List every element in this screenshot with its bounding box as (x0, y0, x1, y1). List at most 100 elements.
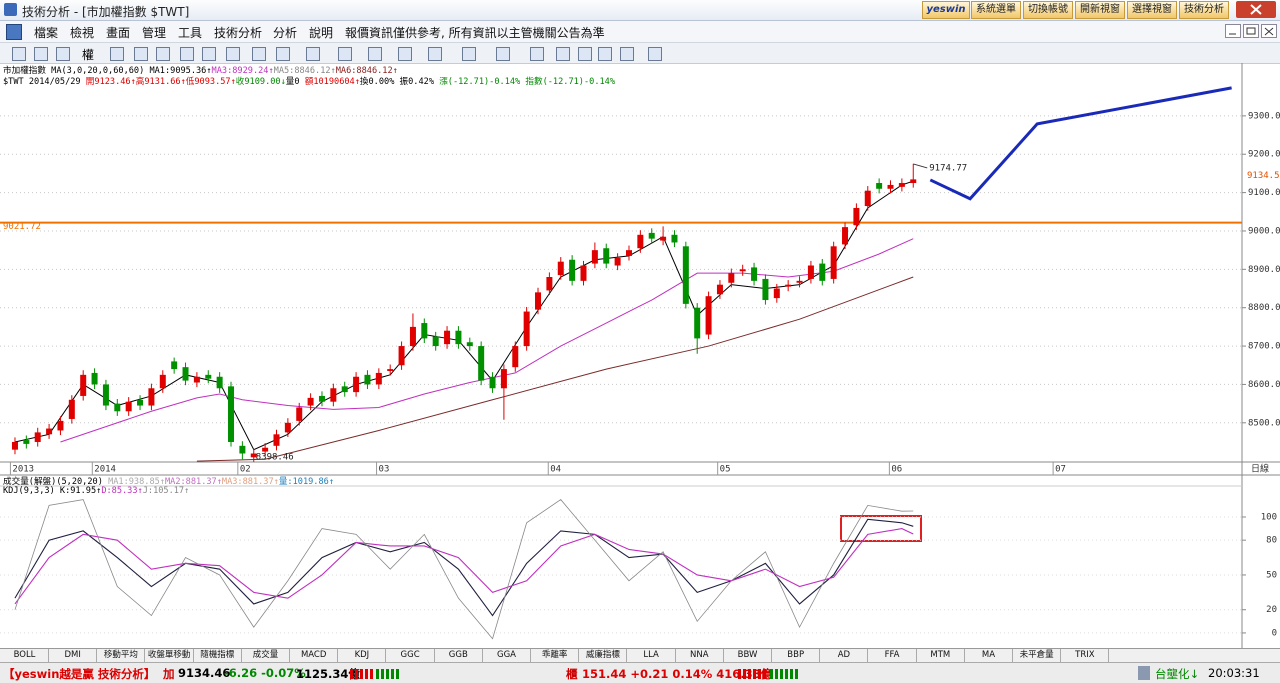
toolbar-icon[interactable] (226, 47, 240, 61)
candle-body (512, 346, 519, 368)
toolbar-icon[interactable] (306, 47, 320, 61)
breadth-down (376, 669, 401, 679)
candle-body (546, 277, 553, 291)
candle-body (671, 234, 678, 243)
toolbar-icon[interactable] (368, 47, 382, 61)
toolbar-icon[interactable] (648, 47, 662, 61)
menu-item[interactable]: 檔案 (34, 26, 59, 40)
tab[interactable]: MACD (290, 649, 339, 662)
tab[interactable]: 威廉指標 (579, 649, 628, 662)
candle-body (637, 234, 644, 249)
tab[interactable]: 乖離率 (531, 649, 580, 662)
menu-item[interactable]: 說明 (309, 26, 334, 40)
tab[interactable]: BOLL (1, 649, 49, 662)
close-button[interactable] (1236, 1, 1276, 18)
toolbar-icon[interactable] (620, 47, 634, 61)
toolbar-icon[interactable] (428, 47, 442, 61)
toolbar-icon[interactable] (252, 47, 266, 61)
tab[interactable]: BBW (724, 649, 772, 662)
y-tick-label: 20 (1266, 605, 1277, 615)
toolbar-icon[interactable] (110, 47, 124, 61)
tab[interactable]: 隨機指標 (194, 649, 242, 662)
window-button[interactable]: 技術分析 (1179, 1, 1229, 19)
candle-body (614, 257, 621, 266)
menu-item[interactable]: 分析 (273, 26, 298, 40)
brand-logo[interactable]: yeswin (922, 1, 970, 19)
info-segment: 成交量(解盤)(5,20,20) (3, 477, 109, 487)
candle-body (557, 261, 564, 276)
toolbar-icon[interactable] (496, 47, 510, 61)
toolbar-icon[interactable] (180, 47, 194, 61)
candle-body (807, 265, 814, 279)
window-button[interactable]: 開新視窗 (1075, 1, 1125, 19)
menu-item[interactable]: 工具 (178, 26, 203, 40)
candle-body (273, 434, 280, 446)
tab[interactable]: KDJ (338, 649, 387, 662)
candle-body (773, 288, 780, 299)
x-tick-label: 2013 (12, 465, 34, 475)
otc-tag: 櫃 (566, 667, 578, 681)
toolbar-icon[interactable] (276, 47, 290, 61)
menu-item[interactable]: 畫面 (106, 26, 131, 40)
candle-body (330, 388, 337, 402)
candle-body (751, 267, 758, 281)
info-segment: MA3:881.37↑ (221, 477, 279, 487)
candle-body (80, 374, 87, 396)
toolbar-label[interactable]: 權 (82, 48, 95, 62)
toolbar-icon[interactable] (462, 47, 476, 61)
toolbar-icon[interactable] (598, 47, 612, 61)
toolbar-icon[interactable] (202, 47, 216, 61)
ticker: 台壟化↓ (1155, 667, 1200, 681)
tab[interactable]: GGC (387, 649, 435, 662)
toolbar-icon[interactable] (134, 47, 148, 61)
menu-item[interactable]: 管理 (142, 26, 167, 40)
tab[interactable]: MA (965, 649, 1013, 662)
toolbar-icon[interactable] (338, 47, 352, 61)
candle-body (353, 376, 360, 393)
candle-body (182, 367, 189, 381)
candle-body (739, 269, 746, 272)
candle-body (421, 323, 428, 339)
toolbar-icon[interactable] (398, 47, 412, 61)
menu-item[interactable]: 技術分析 (214, 26, 263, 40)
candle-body (68, 399, 75, 419)
menu-icon (6, 24, 22, 40)
x-tick-label: 07 (1055, 465, 1066, 475)
tab[interactable]: FFA (869, 649, 917, 662)
tab[interactable]: NNA (676, 649, 724, 662)
tab[interactable]: MTM (917, 649, 965, 662)
info-segment: 額10190604↑ (304, 77, 360, 87)
menu-item[interactable]: 檢視 (70, 26, 95, 40)
window-button[interactable]: 選擇視窗 (1127, 1, 1177, 19)
tab[interactable]: 未平倉量 (1013, 649, 1062, 662)
tab[interactable]: TRIX (1061, 649, 1110, 662)
tab[interactable]: LLA (628, 649, 676, 662)
tab[interactable]: AD (820, 649, 869, 662)
tab[interactable]: GGB (435, 649, 483, 662)
candle-body (341, 386, 348, 393)
tab[interactable]: DMI (49, 649, 98, 662)
toolbar-icon[interactable] (34, 47, 48, 61)
candle-body (876, 183, 883, 189)
info-segment: 開9123.46↑高9131.66↑ (85, 77, 186, 87)
tab[interactable]: 收盤單移動平 (146, 649, 194, 673)
window-button[interactable]: 切換帳號 (1023, 1, 1073, 19)
toolbar-icon[interactable] (530, 47, 544, 61)
candle-body (762, 278, 769, 301)
toolbar-icon[interactable] (156, 47, 170, 61)
clock: 20:03:31 (1208, 666, 1260, 680)
window-controls[interactable] (1225, 24, 1277, 39)
tab[interactable]: 移動平均 (97, 649, 146, 662)
toolbar-icon[interactable] (12, 47, 26, 61)
toolbar-icon[interactable] (556, 47, 570, 61)
twse-index: 9134.46 (178, 666, 231, 680)
tab[interactable]: GGA (483, 649, 531, 662)
menu-bar: 檔案 檢視 畫面 管理 工具 技術分析 分析 說明 報價資訊僅供參考, 所有資訊以主管機關公告為… (0, 21, 1280, 43)
tab[interactable]: 成交量 (242, 649, 290, 662)
toolbar-icon[interactable] (56, 47, 70, 61)
tab[interactable]: BBP (772, 649, 821, 662)
toolbar-icon[interactable] (578, 47, 592, 61)
window-button[interactable]: 系統選單 (971, 1, 1021, 19)
info-segment: MA2:881.37↑ (164, 477, 222, 487)
y-tick-label: 9200.00 (1248, 150, 1280, 160)
